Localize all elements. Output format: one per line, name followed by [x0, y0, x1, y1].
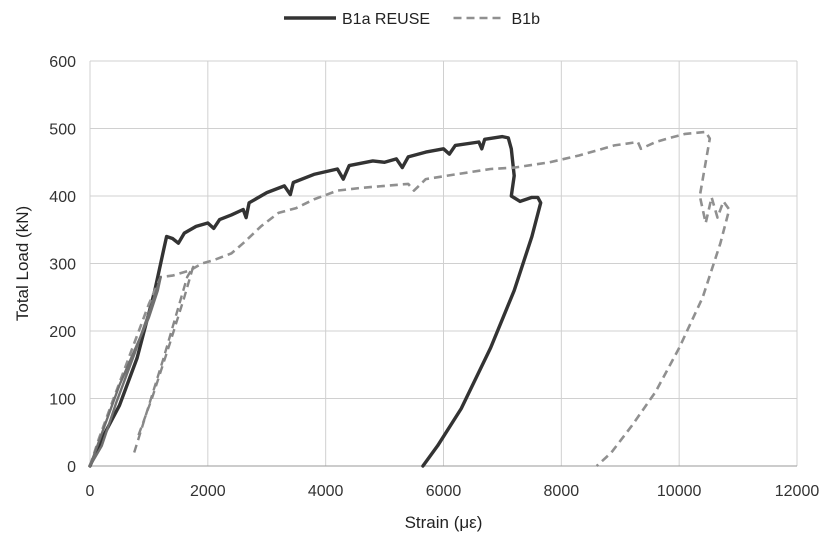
series-line	[88, 275, 162, 468]
y-tick-label: 500	[49, 122, 76, 139]
y-axis-label: Total Load (kN)	[13, 206, 32, 321]
y-tick-label: 400	[49, 189, 76, 206]
x-tick-label: 4000	[308, 483, 344, 500]
y-tick-label: 0	[67, 459, 76, 476]
y-tick-label: 300	[49, 257, 76, 274]
x-axis-label: Strain (με)	[405, 513, 483, 532]
x-tick-label: 0	[86, 483, 95, 500]
x-tick-label: 12000	[775, 483, 820, 500]
series-line	[133, 265, 195, 453]
series-lines	[88, 130, 731, 468]
series-line	[88, 130, 731, 467]
legend: B1a REUSE B1b	[284, 11, 540, 28]
x-tick-label: 2000	[190, 483, 226, 500]
legend-label: B1b	[512, 11, 541, 28]
x-tick-label: 8000	[544, 483, 580, 500]
series-line	[88, 134, 543, 468]
y-tick-label: 200	[49, 324, 76, 341]
legend-label: B1a REUSE	[342, 11, 430, 28]
x-tick-label: 6000	[426, 483, 462, 500]
y-tick-label: 600	[49, 54, 76, 71]
gridlines	[89, 60, 798, 467]
x-tick-label: 10000	[657, 483, 702, 500]
y-tick-label: 100	[49, 392, 76, 409]
